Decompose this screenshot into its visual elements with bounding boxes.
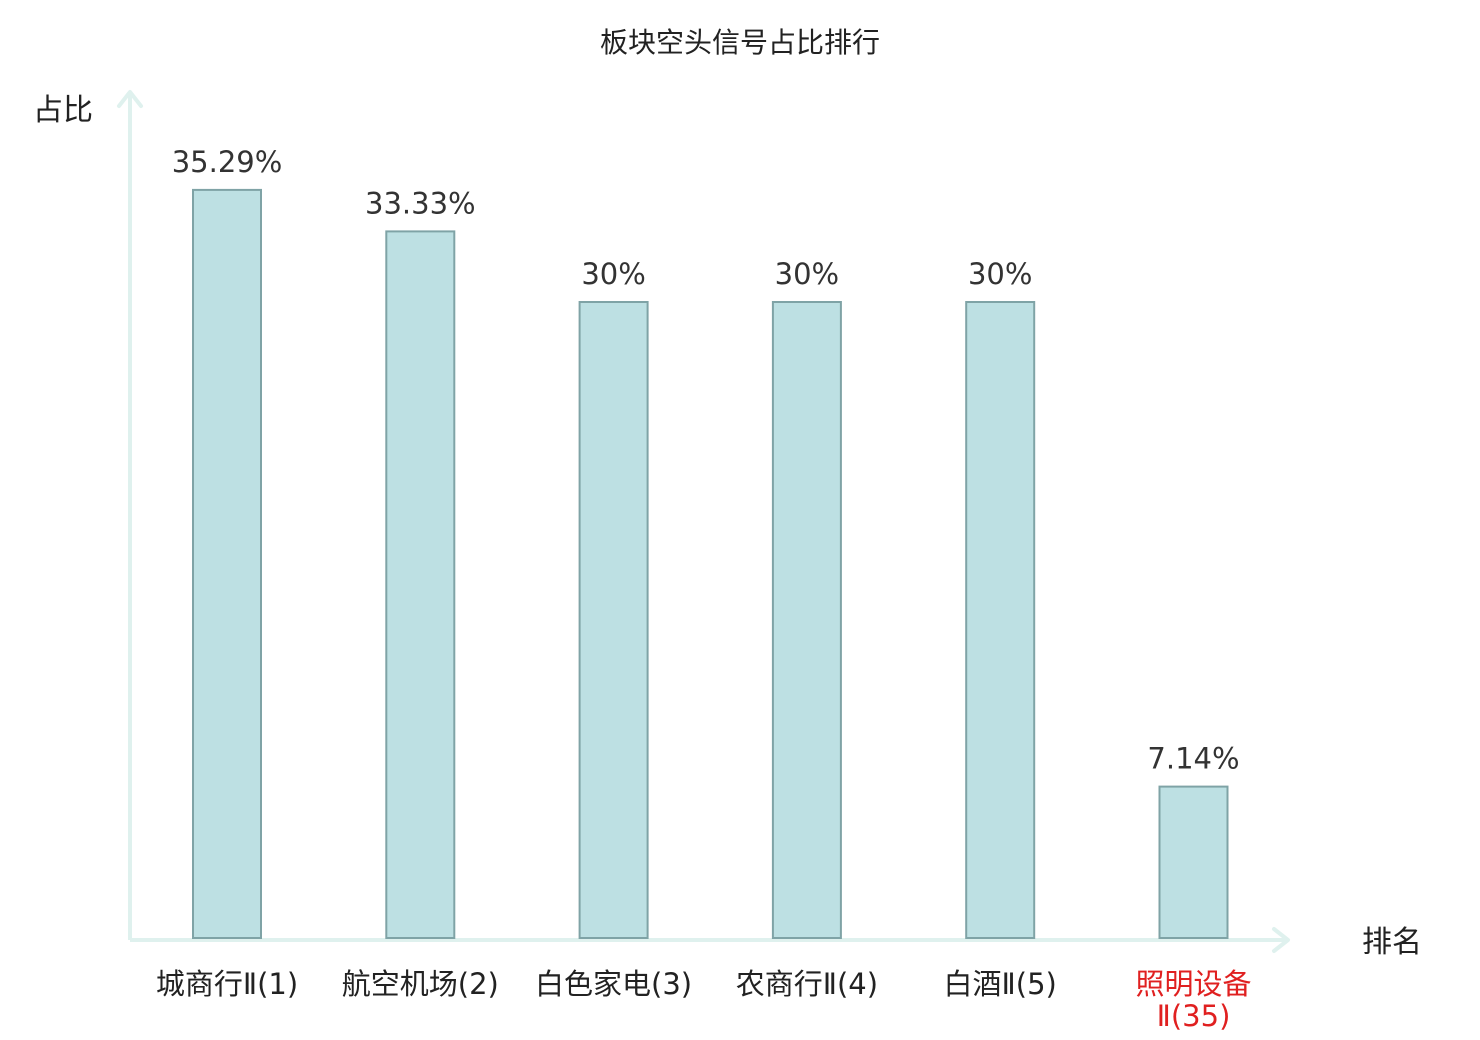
bar-4 (771, 301, 842, 939)
bar-1 (192, 188, 262, 939)
x-axis-label: 排名 (1362, 925, 1422, 960)
bar-value-label-2: 33.33% (365, 186, 476, 220)
chart-title: 板块空头信号占比排行 (600, 26, 880, 59)
category-label-6-line-1: 照明设备 (1135, 967, 1251, 1001)
category-label-6-line-2: Ⅱ(35) (1157, 999, 1231, 1033)
bar-6 (1158, 785, 1229, 939)
bar-2 (385, 230, 456, 939)
bar-value-label-5: 30% (968, 257, 1032, 291)
category-label-4: 农商行Ⅱ(4) (736, 967, 878, 1001)
category-label-3: 白色家电(3) (535, 967, 692, 1001)
labels-group: 35.29% 城商行Ⅱ(1) 33.33% 航空机场(2) 30% 白色家电(3) 30% 农… (156, 145, 1252, 1033)
bar-value-label-6: 7.14% (1147, 742, 1239, 776)
category-label-2: 航空机场(2) (342, 967, 499, 1001)
category-label-1: 城商行Ⅱ(1) (156, 967, 298, 1001)
category-label-5: 白酒Ⅱ(5) (944, 967, 1057, 1001)
bar-value-label-1: 35.29% (172, 145, 283, 179)
bar-3 (578, 301, 649, 939)
bars-group (192, 188, 1229, 939)
y-axis-arrow (117, 90, 143, 108)
x-axis-arrow (1272, 927, 1290, 953)
bar-value-label-4: 30% (775, 257, 839, 291)
bar-5 (965, 301, 1036, 939)
bar-value-label-3: 30% (581, 257, 645, 291)
y-axis-label: 占比 (33, 93, 93, 128)
